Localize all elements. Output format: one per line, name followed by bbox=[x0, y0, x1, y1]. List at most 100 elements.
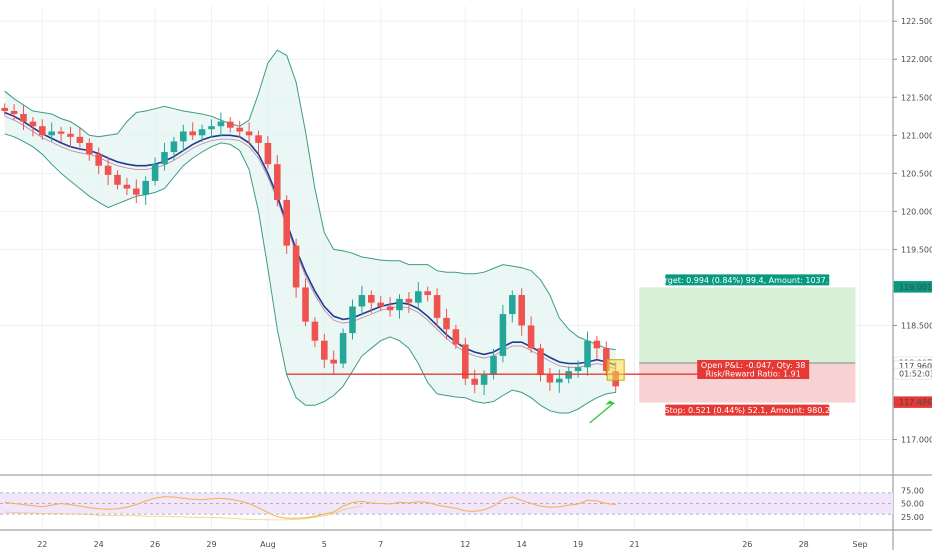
candle bbox=[133, 188, 140, 195]
candle bbox=[274, 164, 281, 200]
x-tick-label: 7 bbox=[378, 540, 383, 549]
x-tick-label: 21 bbox=[629, 540, 639, 549]
candle bbox=[151, 164, 159, 181]
position-zones bbox=[639, 287, 856, 403]
target-label: Target: 0.994 (0.84%) 99.4, Amount: 1037… bbox=[655, 276, 838, 285]
candle bbox=[603, 348, 610, 372]
candle bbox=[480, 374, 488, 385]
candle bbox=[415, 291, 422, 303]
price-tag-bg bbox=[893, 396, 932, 408]
x-tick-label: Aug bbox=[260, 540, 276, 549]
rsi-tick-label: 50.00 bbox=[901, 500, 924, 509]
candle bbox=[67, 133, 74, 137]
candle bbox=[29, 121, 37, 127]
candle bbox=[180, 131, 187, 142]
x-tick-label: 22 bbox=[37, 540, 47, 549]
rsi-panel bbox=[0, 492, 893, 521]
candle bbox=[574, 367, 582, 372]
bollinger-lower bbox=[4, 133, 616, 414]
candle bbox=[537, 348, 544, 375]
candle bbox=[368, 295, 375, 303]
x-tick-label: 5 bbox=[322, 540, 327, 549]
candle bbox=[95, 154, 102, 166]
x-axis: 22 24 26 29 Aug 5 7 12 14 19 21 26 28 Sep bbox=[37, 540, 867, 549]
candles bbox=[1, 103, 619, 396]
candle bbox=[556, 378, 563, 383]
stop-label-bg bbox=[665, 404, 830, 416]
y-axis: 75.00 50.00 25.00 122.500 122.000 121.500 121.… bbox=[893, 17, 932, 522]
open-pl-bg bbox=[697, 359, 810, 379]
ma-line-secondary bbox=[4, 115, 616, 370]
candle bbox=[86, 142, 93, 155]
candle bbox=[396, 298, 403, 311]
rsi-line-secondary bbox=[4, 505, 362, 521]
risk-reward-label: Risk/Reward Ratio: 1.91 bbox=[706, 369, 801, 378]
arrow-head bbox=[605, 400, 616, 405]
open-pl-label: Open P&L: -0.047, Qty: 38 bbox=[701, 361, 806, 370]
y-tick-label: 121.500 bbox=[901, 93, 932, 102]
candle bbox=[424, 291, 431, 296]
y-tick-label: 120.000 bbox=[901, 207, 932, 216]
candle bbox=[198, 129, 206, 136]
price-tag-label: 01:52:03 bbox=[899, 370, 932, 379]
candle bbox=[104, 165, 112, 175]
candle bbox=[189, 131, 196, 136]
candle bbox=[565, 371, 572, 379]
candle bbox=[490, 355, 497, 375]
price-tag-bg bbox=[893, 367, 932, 380]
candle bbox=[255, 135, 262, 143]
bollinger-bands bbox=[4, 49, 616, 414]
stop-label: Stop: 0.521 (0.44%) 52.1, Amount: 980.2 bbox=[665, 406, 831, 415]
candle bbox=[330, 359, 337, 364]
candle bbox=[76, 136, 84, 143]
candle bbox=[377, 302, 384, 307]
candle bbox=[471, 378, 478, 385]
y-tick-label: 119.500 bbox=[901, 245, 932, 254]
candle bbox=[208, 126, 215, 130]
price-tag-bg bbox=[893, 281, 932, 293]
candle bbox=[302, 287, 309, 322]
candle bbox=[321, 340, 328, 360]
arrow-shaft bbox=[589, 402, 615, 424]
candle bbox=[114, 174, 121, 185]
candle bbox=[349, 306, 356, 334]
candle bbox=[358, 295, 366, 307]
candle bbox=[509, 295, 516, 315]
x-tick-label: 29 bbox=[206, 540, 216, 549]
candle bbox=[245, 131, 253, 136]
candle bbox=[443, 317, 450, 330]
candle bbox=[339, 333, 347, 364]
price-tag-label: 117.960 bbox=[899, 362, 932, 371]
candle bbox=[593, 340, 601, 349]
rsi-line bbox=[4, 496, 616, 519]
candle bbox=[518, 295, 525, 326]
candle bbox=[39, 126, 46, 136]
candle bbox=[499, 314, 507, 356]
candle bbox=[386, 306, 394, 311]
candle bbox=[584, 340, 591, 368]
candle bbox=[10, 110, 18, 115]
y-tick-label: 122.000 bbox=[901, 55, 932, 64]
overlays: Target: 0.994 (0.84%) 99.4, Amount: 1037… bbox=[286, 274, 838, 424]
candle bbox=[57, 131, 65, 134]
ma-line bbox=[4, 111, 616, 366]
candle bbox=[283, 199, 290, 246]
x-tick-label: 19 bbox=[573, 540, 583, 549]
candle bbox=[292, 245, 300, 288]
candle bbox=[311, 321, 319, 341]
bollinger-upper bbox=[4, 49, 616, 351]
y-tick-label: 118.500 bbox=[901, 321, 932, 330]
y-tick-label: 121.000 bbox=[901, 131, 932, 140]
candle bbox=[142, 180, 149, 195]
x-tick-label: 26 bbox=[150, 540, 160, 549]
y-tick-label: 120.500 bbox=[901, 169, 932, 178]
candle bbox=[433, 295, 441, 318]
candle bbox=[217, 121, 225, 127]
moving-average bbox=[4, 111, 616, 370]
x-tick-label: Sep bbox=[853, 540, 868, 549]
x-tick-label: 14 bbox=[517, 540, 527, 549]
candle bbox=[452, 329, 460, 345]
x-tick-label: 26 bbox=[742, 540, 752, 549]
